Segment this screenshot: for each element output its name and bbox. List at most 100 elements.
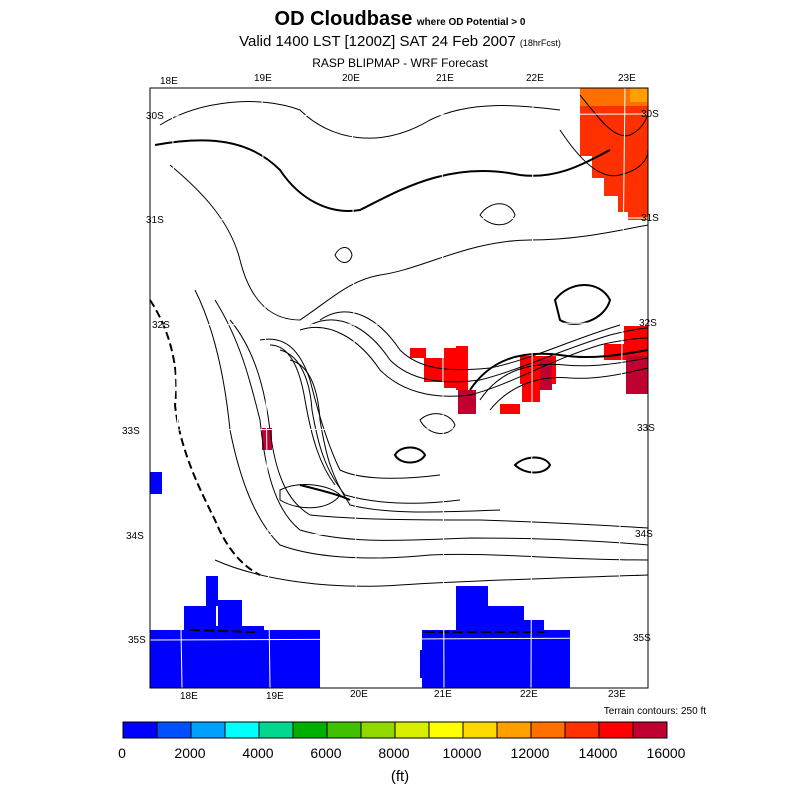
graticule-line: [617, 87, 626, 689]
map-frame: [149, 87, 649, 689]
terrain-contour: [319, 311, 621, 371]
terrain-contour: [189, 629, 256, 633]
terrain-contour: [259, 338, 441, 479]
right-lat-label: 31S: [641, 213, 659, 224]
colorbar-swatch: [360, 721, 396, 739]
bottom-lon-label: 22E: [520, 689, 538, 700]
graticule-line: [171, 87, 183, 689]
colorbar-label: 0: [118, 745, 126, 761]
right-lat-label: 35S: [633, 633, 651, 644]
colorbar-swatch: [564, 721, 600, 739]
colorbar-label: 4000: [242, 745, 274, 761]
colorbar-swatch: [632, 721, 668, 739]
top-lon-label: 21E: [436, 73, 454, 84]
bottom-lon-label: 23E: [608, 689, 626, 700]
cloudbase-cell: [184, 606, 216, 626]
left-lat-label: 33S: [122, 426, 140, 437]
title-condition: where OD Potential > 0: [416, 17, 526, 28]
top-lon-label: 23E: [618, 73, 636, 84]
map-subtitle: RASP BLIPMAP - WRF Forecast: [312, 56, 488, 70]
colorbar-swatch: [190, 721, 226, 739]
cloudbase-cell: [150, 472, 162, 494]
colorbar-swatch: [496, 721, 532, 739]
terrain-contour: [513, 456, 552, 474]
title-main: OD Cloudbase: [274, 8, 413, 30]
cloudbase-cell: [500, 404, 520, 414]
left-lat-label: 31S: [146, 215, 164, 226]
terrain-contour: [479, 357, 649, 401]
terrain-contour: [154, 139, 611, 212]
cloudbase-cell: [444, 348, 456, 388]
terrain-contour: [269, 344, 336, 486]
cloudbase-cell: [500, 676, 570, 688]
terrain-contour: [299, 484, 351, 501]
colorbar-label: 8000: [378, 745, 410, 761]
graticule-line: [149, 322, 649, 326]
terrain-contour: [229, 319, 649, 529]
colorbar-swatch: [156, 721, 192, 739]
cloudbase-cell: [548, 640, 558, 668]
terrain-contour: [559, 129, 649, 177]
left-lat-label: 30S: [146, 111, 164, 122]
cloudbase-cell: [420, 650, 434, 678]
left-lat-label: 35S: [128, 635, 146, 646]
colorbar: [122, 721, 668, 739]
terrain-contour: [309, 319, 649, 383]
forecast-hours: (18hrFcst): [519, 38, 561, 48]
valid-time: Valid 1400 LST [1200Z] SAT 24 Feb 2007: [239, 33, 516, 50]
top-lon-label: 19E: [254, 73, 272, 84]
cloudbase-cell: [630, 88, 648, 102]
left-lat-label: 34S: [126, 531, 144, 542]
right-lat-label: 30S: [641, 109, 659, 120]
graticule-line: [149, 427, 649, 431]
colorbar-label: 10000: [442, 745, 482, 761]
valid-line: Valid 1400 LST [1200Z] SAT 24 Feb 2007 (…: [0, 33, 800, 50]
map-title: OD Cloudbase where OD Potential > 0: [0, 8, 800, 31]
colorbar-swatch: [428, 721, 464, 739]
graticule-line: [149, 532, 649, 536]
cloudbase-cell: [540, 360, 552, 390]
terrain-contour: [289, 359, 501, 513]
bottom-lon-label: 20E: [350, 689, 368, 700]
right-lat-label: 32S: [639, 318, 657, 329]
colorbar-swatch: [258, 721, 294, 739]
graticule-line: [530, 87, 534, 689]
graticule-line: [261, 87, 271, 689]
cloudbase-cell: [456, 586, 488, 632]
cloudbase-cell: [580, 106, 648, 156]
top-lon-label: 18E: [160, 76, 178, 87]
terrain-contour: [279, 349, 461, 504]
cloudbase-cell: [592, 154, 648, 178]
terrain-contour: [479, 203, 516, 226]
colorbar-units: (ft): [390, 768, 410, 785]
cloudbase-cell: [456, 346, 468, 390]
cloudbase-cell: [424, 358, 444, 382]
graticule-line: [441, 87, 445, 689]
cloudbase-cell: [524, 620, 544, 632]
cloudbase-cell: [230, 606, 242, 630]
colorbar-swatch: [394, 721, 430, 739]
cloudbase-cell: [458, 390, 476, 414]
graticule-layer: [149, 87, 649, 689]
cloudbase-cell: [626, 356, 648, 394]
right-lat-label: 33S: [637, 423, 655, 434]
bottom-lon-label: 21E: [434, 689, 452, 700]
terrain-contour: [169, 164, 649, 321]
colorbar-label: 12000: [510, 745, 550, 761]
terrain-contour: [214, 299, 649, 546]
cloudbase-cell: [628, 210, 648, 220]
right-lat-label: 34S: [635, 529, 653, 540]
terrain-contour: [194, 289, 649, 561]
colorbar-swatch: [598, 721, 634, 739]
colorbar-swatch: [462, 721, 498, 739]
top-lon-label: 22E: [526, 73, 544, 84]
cloudbase-cell: [522, 380, 540, 402]
terrain-contour: [489, 367, 649, 411]
colorbar-swatch: [224, 721, 260, 739]
graticule-line: [149, 113, 649, 117]
terrain-contour-note: Terrain contours: 250 ft: [603, 706, 706, 717]
cloudbase-cell: [150, 660, 170, 688]
terrain-contour: [149, 299, 261, 576]
cloudbase-cell: [410, 348, 426, 358]
